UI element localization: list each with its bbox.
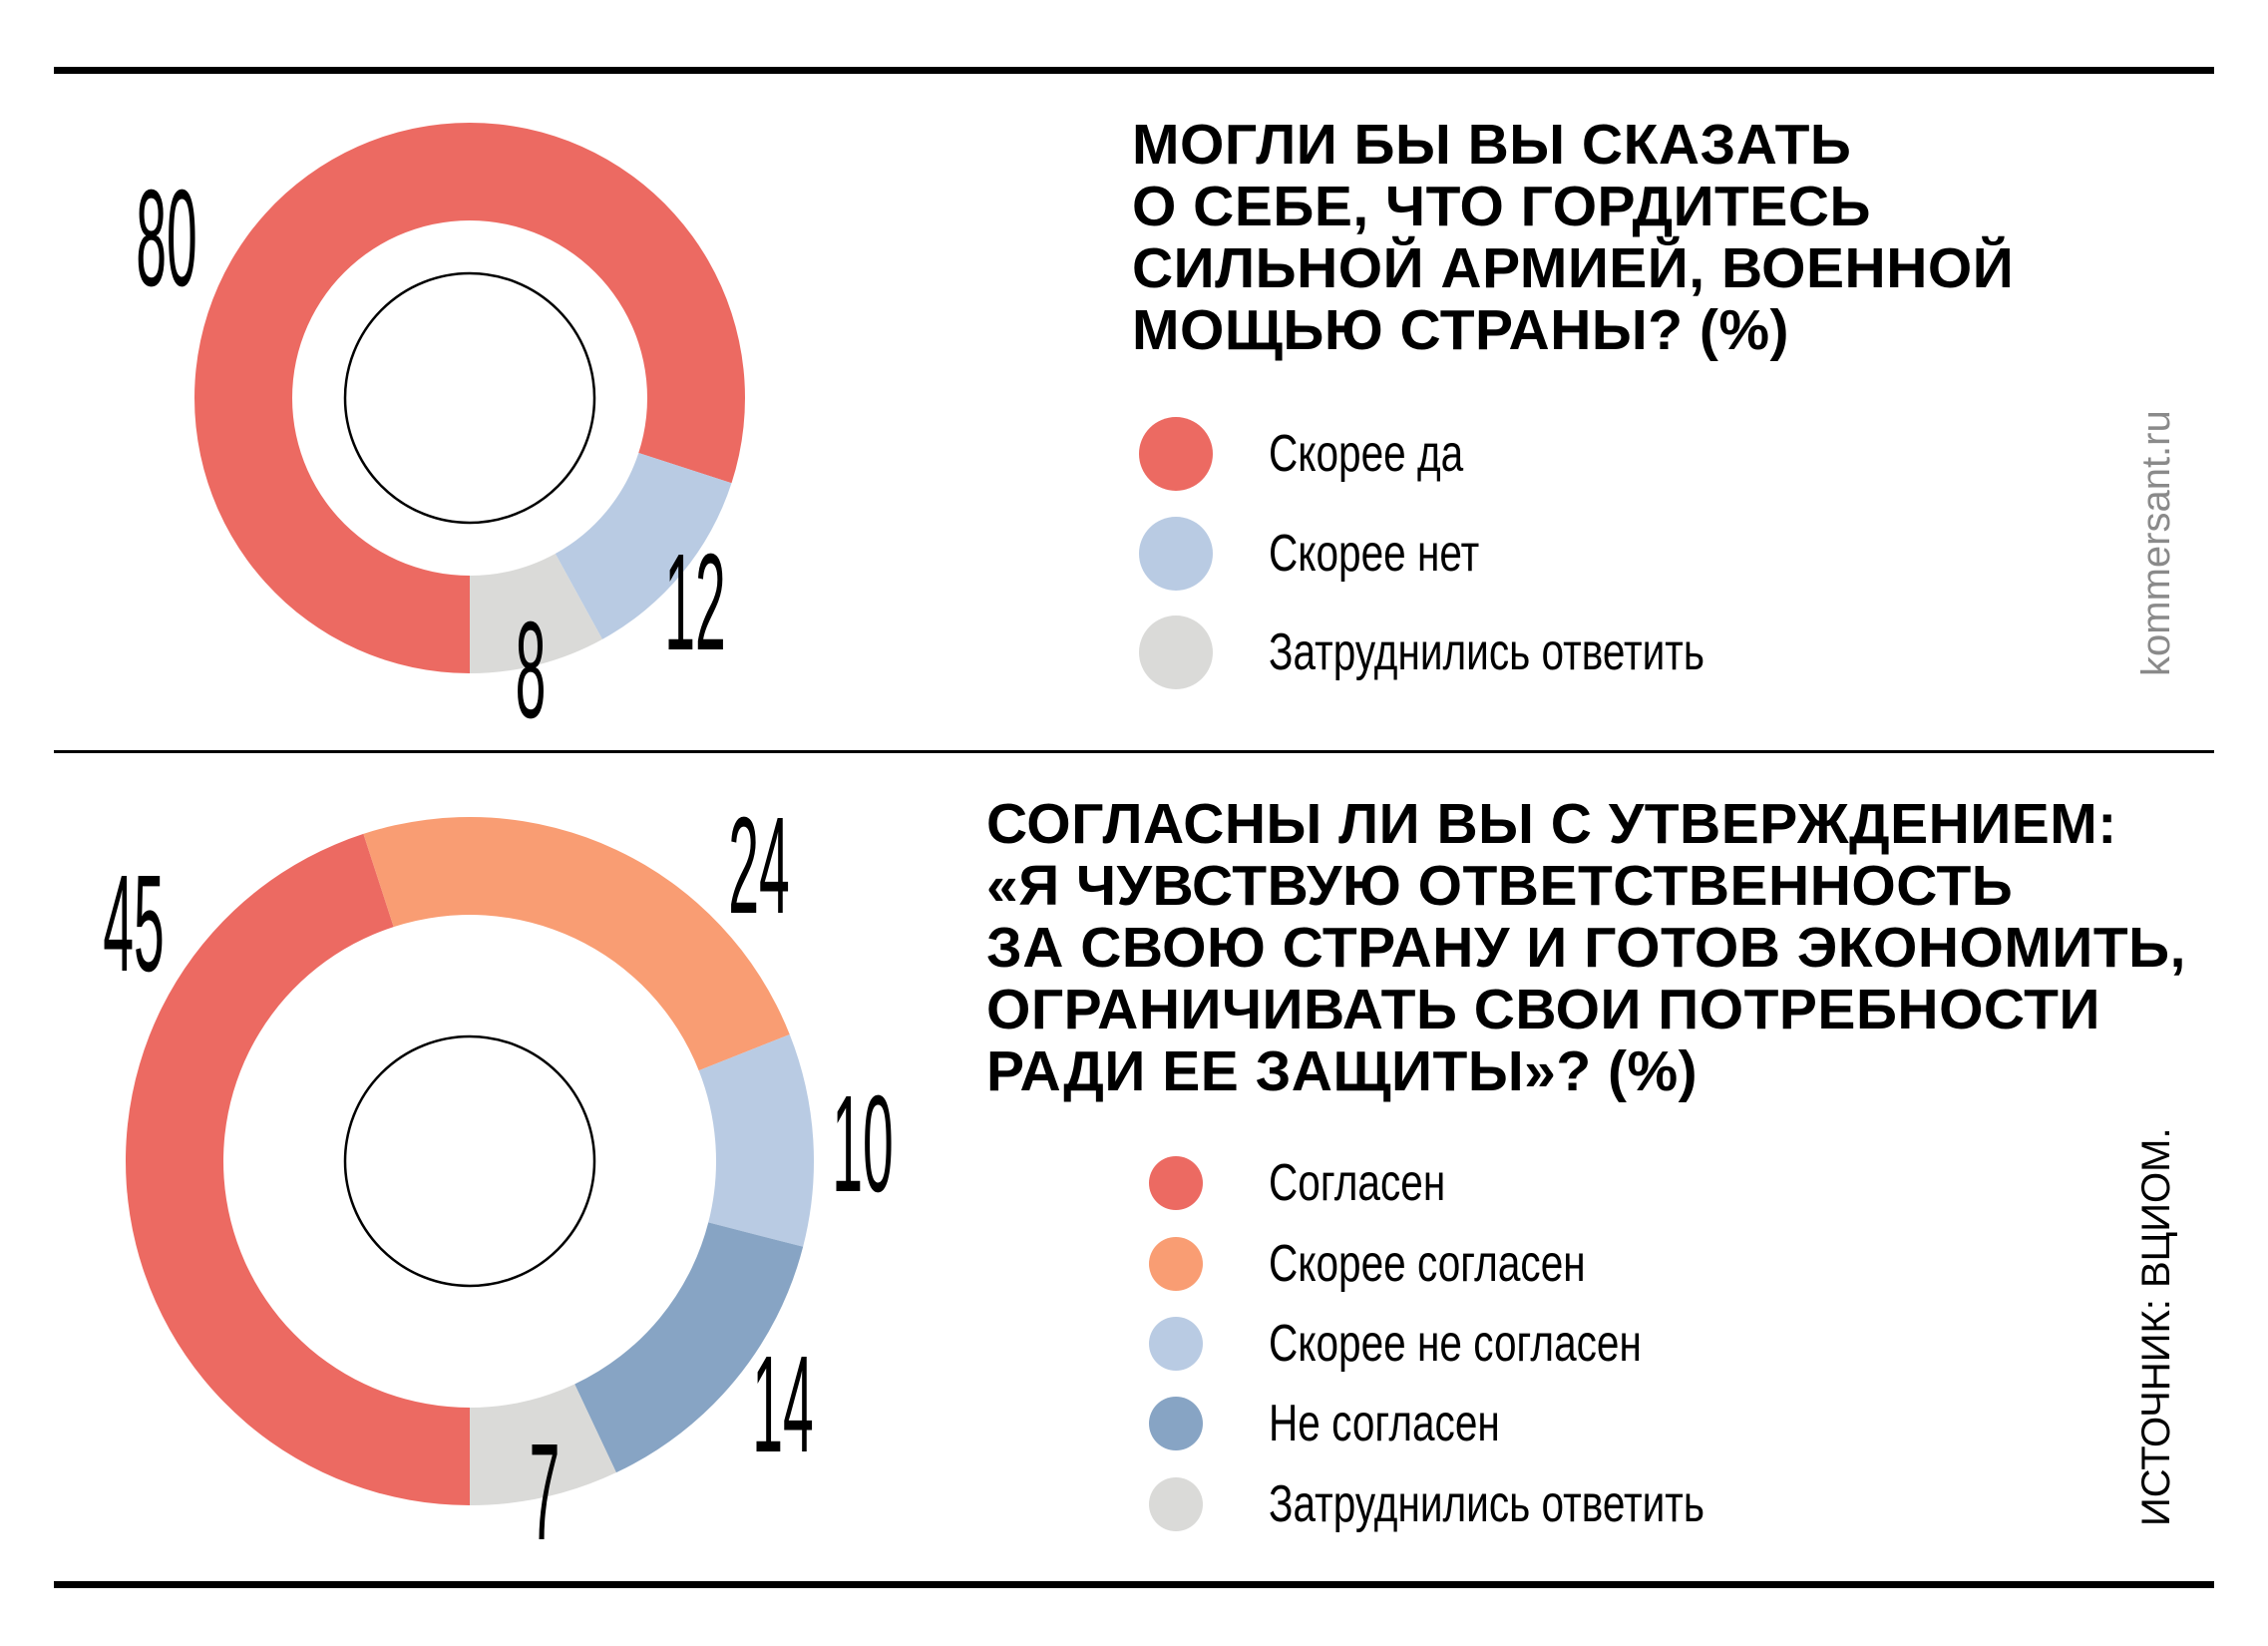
legend-swatch	[1139, 616, 1213, 689]
top-rule	[54, 67, 2214, 74]
donut-slice	[698, 1033, 815, 1247]
title-line: О СЕБЕ, ЧТО ГОРДИТЕСЬ	[1132, 175, 1872, 238]
legend-swatch	[1139, 417, 1213, 491]
watermark: kommersant.ru	[2134, 410, 2178, 676]
legend-label: Скорее да	[1269, 425, 1464, 483]
donut-slice	[363, 816, 790, 1071]
title-line: «Я ЧУВСТВУЮ ОТВЕТСТВЕННОСТЬ	[986, 854, 2014, 918]
legend-swatch	[1149, 1317, 1203, 1371]
legend-swatch	[1139, 517, 1213, 591]
middle-rule	[54, 750, 2214, 753]
legend-label: Скорее не согласен	[1269, 1315, 1642, 1373]
donut-slice	[574, 1222, 804, 1473]
title-line: ЗА СВОЮ СТРАНУ И ГОТОВ ЭКОНОМИТЬ,	[986, 916, 2186, 980]
bottom-rule	[54, 1581, 2214, 1588]
legend-label: Скорее согласен	[1269, 1235, 1586, 1293]
legend-label: Затруднились ответить	[1269, 623, 1704, 681]
value-label-rather-agree: 24	[728, 789, 790, 943]
legend-label: Затруднились ответить	[1269, 1475, 1704, 1533]
chart-1-title: МОГЛИ БЫ ВЫ СКАЗАТЬ О СЕБЕ, ЧТО ГОРДИТЕС…	[1132, 114, 2014, 361]
legend-swatch	[1149, 1237, 1203, 1291]
value-label-proud-no: 12	[664, 526, 726, 679]
legend-label: Скорее нет	[1269, 525, 1480, 583]
chart-2-title: СОГЛАСНЫ ЛИ ВЫ С УТВЕРЖДЕНИЕМ: «Я ЧУВСТВ…	[986, 793, 2186, 1102]
center-circle	[343, 271, 596, 525]
value-label-agree: 45	[103, 847, 165, 1001]
donut-slice	[125, 833, 471, 1505]
value-label-unsure: 7	[529, 1416, 561, 1569]
donut-slice	[470, 1384, 616, 1505]
legend-swatch	[1149, 1477, 1203, 1531]
value-label-proud-yes: 80	[136, 162, 197, 315]
title-line: СОГЛАСНЫ ЛИ ВЫ С УТВЕРЖДЕНИЕМ:	[986, 792, 2117, 856]
title-line: МОЩЬЮ СТРАНЫ? (%)	[1132, 298, 1789, 362]
donut-slice	[555, 453, 732, 639]
donut-slice	[193, 122, 745, 674]
value-label-disagree: 14	[752, 1328, 814, 1481]
value-label-proud-unsure: 8	[515, 594, 547, 747]
title-line: МОГЛИ БЫ ВЫ СКАЗАТЬ	[1132, 113, 1852, 177]
title-line: ОГРАНИЧИВАТЬ СВОИ ПОТРЕБНОСТИ	[986, 978, 2100, 1041]
legend-label: Не согласен	[1269, 1395, 1500, 1452]
legend-swatch	[1149, 1156, 1203, 1210]
value-label-rather-disagree: 10	[832, 1067, 894, 1221]
donut-slice	[470, 553, 602, 673]
title-line: СИЛЬНОЙ АРМИЕЙ, ВОЕННОЙ	[1132, 236, 2015, 300]
legend-label: Согласен	[1269, 1154, 1446, 1212]
source-note: ИСТОЧНИК: ВЦИОМ.	[2134, 1127, 2178, 1526]
title-line: РАДИ ЕЕ ЗАЩИТЫ»? (%)	[986, 1039, 1699, 1103]
legend-swatch	[1149, 1397, 1203, 1450]
center-circle	[343, 1034, 596, 1288]
